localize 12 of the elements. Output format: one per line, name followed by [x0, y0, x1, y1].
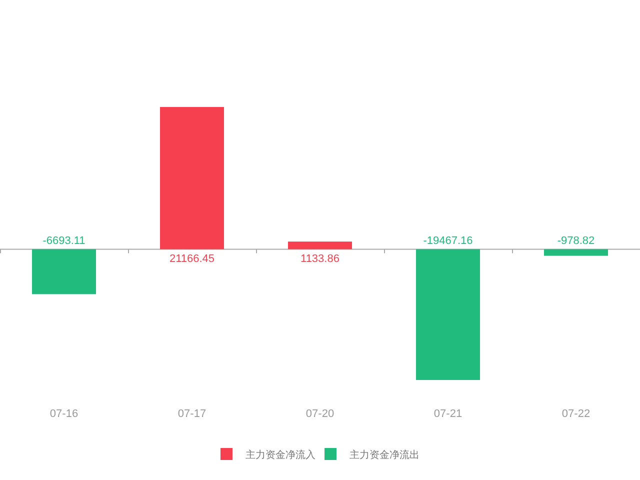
x-tick-label: 07-16 [50, 408, 78, 420]
x-tick-label: 07-20 [306, 408, 334, 420]
data-label: 1133.86 [300, 253, 340, 266]
data-label: -19467.16 [423, 235, 473, 248]
x-tick-label: 07-22 [562, 408, 590, 420]
data-label: -978.82 [557, 235, 595, 248]
data-label: -6693.11 [42, 235, 86, 248]
legend-label: 主力资金净流入 [246, 450, 316, 461]
x-tick-label: 07-17 [178, 408, 206, 420]
legend-label: 主力资金净流出 [350, 450, 420, 461]
x-tick-label: 07-21 [434, 408, 462, 420]
data-label: 21166.45 [169, 253, 215, 266]
